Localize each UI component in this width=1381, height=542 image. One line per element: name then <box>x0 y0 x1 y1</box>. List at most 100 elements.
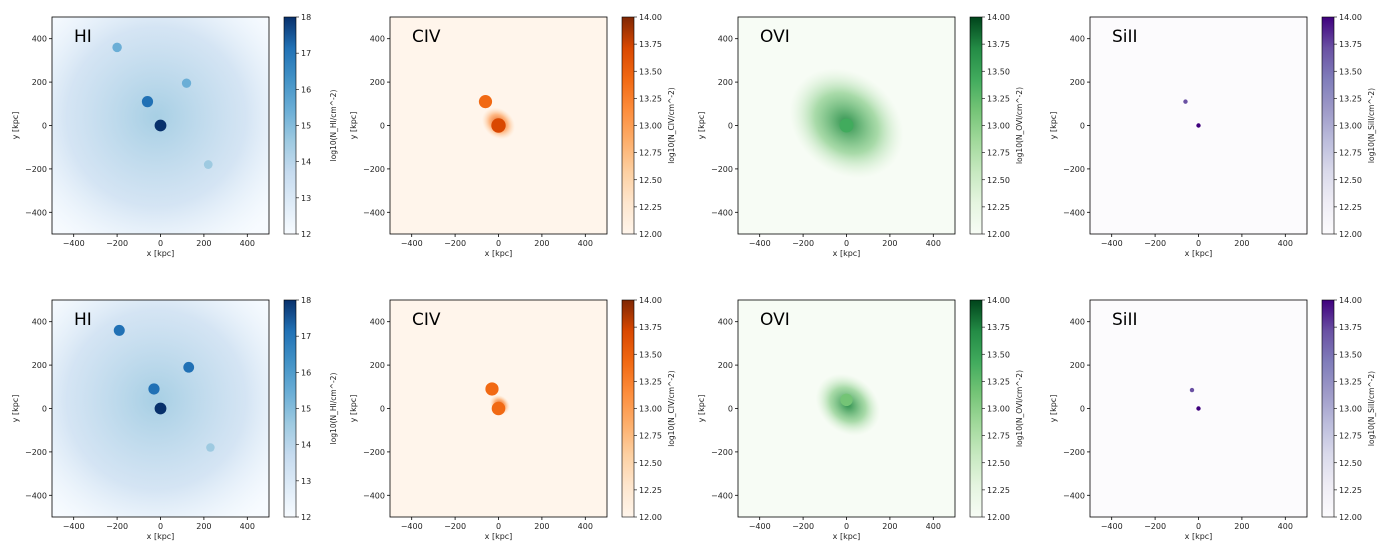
colorbar-tick-label: 12.50 <box>639 459 662 468</box>
source-0 <box>840 393 853 407</box>
colorbar-tick-label: 12.75 <box>987 432 1010 441</box>
ion-label: OVI <box>760 310 790 330</box>
x-tick-label: 0 <box>844 239 849 248</box>
colorbar-tick-label: 13.75 <box>639 323 662 332</box>
colorbar-tick-label: 12.00 <box>987 513 1010 522</box>
x-tick-label: −200 <box>1144 239 1166 248</box>
ion-label: CIV <box>412 310 441 330</box>
colorbar-tick-label: 13.50 <box>987 67 1010 76</box>
x-tick-label: 400 <box>240 522 255 531</box>
colorbar-tick-label: 13.50 <box>1339 67 1362 76</box>
source-1 <box>148 383 160 395</box>
colorbar-tick-label: 12.50 <box>1339 176 1362 185</box>
colorbar-tick-label: 12.25 <box>1339 203 1362 212</box>
colorbar-tick-label: 13.25 <box>639 377 662 386</box>
x-axis-label: x [kpc] <box>833 532 861 541</box>
source-0 <box>1183 99 1188 104</box>
y-tick-label: 400 <box>370 35 385 44</box>
source-2 <box>112 42 122 53</box>
y-tick-label: 400 <box>370 318 385 327</box>
x-tick-label: −400 <box>401 239 423 248</box>
x-tick-label: 400 <box>240 239 255 248</box>
colorbar-tick-label: 12.50 <box>987 459 1010 468</box>
x-tick-label: 0 <box>1196 239 1201 248</box>
map-image <box>478 95 516 140</box>
colorbar <box>1321 16 1335 235</box>
panel-civ-row2: CIV −400 −200 0 200 400 x [kpc] −400 −200 0 200 400… <box>349 296 676 541</box>
x-axis-label: x [kpc] <box>1185 249 1213 258</box>
colorbar-label: log10(N_CIV/cm^-2) <box>667 87 676 164</box>
colorbar-tick-label: 13 <box>301 194 311 203</box>
source-3 <box>181 78 192 88</box>
source-3 <box>183 361 195 373</box>
colorbar-label: log10(N_HI/cm^-2) <box>329 373 338 445</box>
source-2 <box>154 402 167 415</box>
x-tick-label: −200 <box>106 522 128 531</box>
diffuse-gas <box>52 300 269 517</box>
colorbar-tick-label: 13.00 <box>1339 405 1362 414</box>
x-tick-label: −400 <box>749 239 771 248</box>
colorbar-tick-label: 15 <box>301 122 311 131</box>
x-tick-label: −200 <box>792 522 814 531</box>
y-tick-label: 0 <box>380 405 385 414</box>
colorbar-tick-label: 12.25 <box>639 203 662 212</box>
x-tick-label: −200 <box>1144 522 1166 531</box>
y-tick-label: −400 <box>1063 491 1085 500</box>
colorbar-tick-label: 12 <box>301 513 311 522</box>
map-image <box>1189 387 1201 411</box>
ion-label: SiII <box>1112 310 1138 330</box>
ion-label: CIV <box>412 27 441 47</box>
colorbar <box>283 299 297 518</box>
colorbar-tick-label: 13.75 <box>987 40 1010 49</box>
panel-ovi-row2: OVI −400 −200 0 200 400 x [kpc] −400 −200 0 200 400… <box>697 296 1024 541</box>
y-tick-label: 400 <box>718 318 733 327</box>
x-tick-label: 400 <box>578 239 593 248</box>
colorbar-tick-label: 13.00 <box>987 122 1010 131</box>
x-tick-label: −400 <box>1101 239 1123 248</box>
x-axis-label: x [kpc] <box>485 249 513 258</box>
y-tick-label: −400 <box>1063 208 1085 217</box>
y-tick-label: −200 <box>711 448 733 457</box>
y-tick-label: 400 <box>1070 35 1085 44</box>
y-axis-label: y [kpc] <box>11 112 20 140</box>
colorbar-tick-label: 13.00 <box>1339 122 1362 131</box>
x-tick-label: 0 <box>158 522 163 531</box>
colorbar-tick-label: 14 <box>301 158 311 167</box>
colorbar-tick-label: 12.50 <box>987 176 1010 185</box>
y-tick-label: −200 <box>25 165 47 174</box>
colorbar-tick-label: 12.25 <box>987 486 1010 495</box>
x-tick-label: −200 <box>444 239 466 248</box>
ion-label: HI <box>74 310 92 330</box>
x-tick-label: 400 <box>926 522 941 531</box>
x-tick-label: −200 <box>444 522 466 531</box>
colorbar-tick-label: 14.00 <box>1339 13 1362 22</box>
colorbar-tick-label: 15 <box>301 405 311 414</box>
y-axis-label: y [kpc] <box>697 395 706 423</box>
colorbar-tick-label: 13.25 <box>987 94 1010 103</box>
colorbar <box>969 16 983 235</box>
colorbar-label: log10(N_OVI/cm^-2) <box>1015 370 1024 447</box>
colorbar-tick-label: 13.75 <box>639 40 662 49</box>
x-tick-label: −200 <box>792 239 814 248</box>
x-tick-label: 200 <box>196 239 211 248</box>
x-tick-label: 200 <box>882 239 897 248</box>
x-tick-label: −400 <box>63 239 85 248</box>
colorbar-label: log10(N_SiII/cm^-2) <box>1367 371 1376 446</box>
y-tick-label: 400 <box>32 318 47 327</box>
colorbar-tick-label: 13.50 <box>1339 350 1362 359</box>
colorbar-tick-label: 12.25 <box>987 203 1010 212</box>
y-tick-label: 200 <box>370 361 385 370</box>
x-tick-label: 200 <box>1234 239 1249 248</box>
map-image <box>1183 99 1201 128</box>
colorbar-tick-label: 17 <box>301 332 311 341</box>
y-tick-label: 200 <box>1070 78 1085 87</box>
colorbar-tick-label: 12.75 <box>987 149 1010 158</box>
colorbar-tick-label: 14.00 <box>987 13 1010 22</box>
x-tick-label: 200 <box>534 522 549 531</box>
source-1 <box>491 118 506 133</box>
colorbar-tick-label: 13.25 <box>1339 377 1362 386</box>
source-0 <box>141 96 154 108</box>
panel-hi-row2: HI −400 −200 0 200 400 x [kpc] −400 −200 0 200 400 y… <box>11 296 338 541</box>
colorbar-tick-label: 13.00 <box>987 405 1010 414</box>
y-axis-label: y [kpc] <box>349 112 358 140</box>
